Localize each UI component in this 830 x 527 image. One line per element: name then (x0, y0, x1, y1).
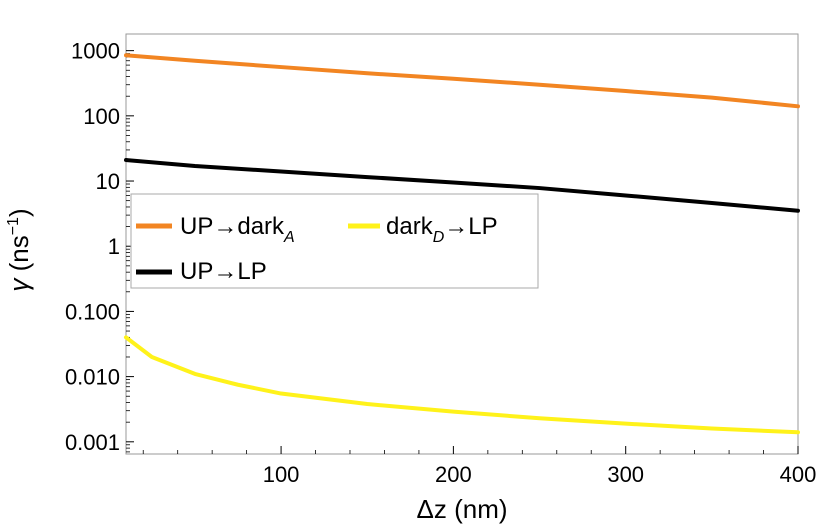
y-tick-label: 0.010 (65, 365, 120, 390)
legend-label-dark-lp: darkD→LP (386, 213, 498, 246)
y-axis-unit-close: ) (4, 208, 34, 217)
plot-frame (125, 33, 799, 455)
y-axis-title: γ (ns−1) (4, 208, 34, 291)
y-tick-label: 100 (83, 104, 120, 129)
y-tick-label: 1 (108, 234, 120, 259)
y-axis-exponent: −1 (5, 217, 22, 235)
y-axis-symbol: γ (4, 277, 34, 292)
series-line-up-lp (124, 158, 800, 213)
x-tick-label: 400 (780, 462, 817, 487)
series-line-dark-lp (124, 335, 800, 435)
series-lines (124, 53, 800, 435)
legend-label-up-lp: UP→LP (180, 258, 267, 285)
y-tick-label: 0.100 (65, 299, 120, 324)
legend-box (130, 193, 539, 289)
y-tick-label: 1000 (71, 39, 120, 64)
legend-label-up-dark: UP→darkA (180, 213, 295, 246)
x-tick-label: 200 (435, 462, 472, 487)
y-axis-unit: (ns (4, 235, 34, 278)
x-tick-label: 100 (263, 462, 300, 487)
y-tick-label: 0.001 (65, 430, 120, 455)
x-axis-title: Δz (nm) (416, 494, 507, 524)
legend: UP→darkA darkD→LP UP→LP (130, 193, 539, 289)
x-tick-label: 300 (607, 462, 644, 487)
y-tick-label: 10 (96, 169, 120, 194)
series-line-up-dark (124, 53, 800, 109)
axis-ticks: 1000 100 10 1 0.100 0.010 0.001 100 200 300 400 (65, 39, 816, 487)
